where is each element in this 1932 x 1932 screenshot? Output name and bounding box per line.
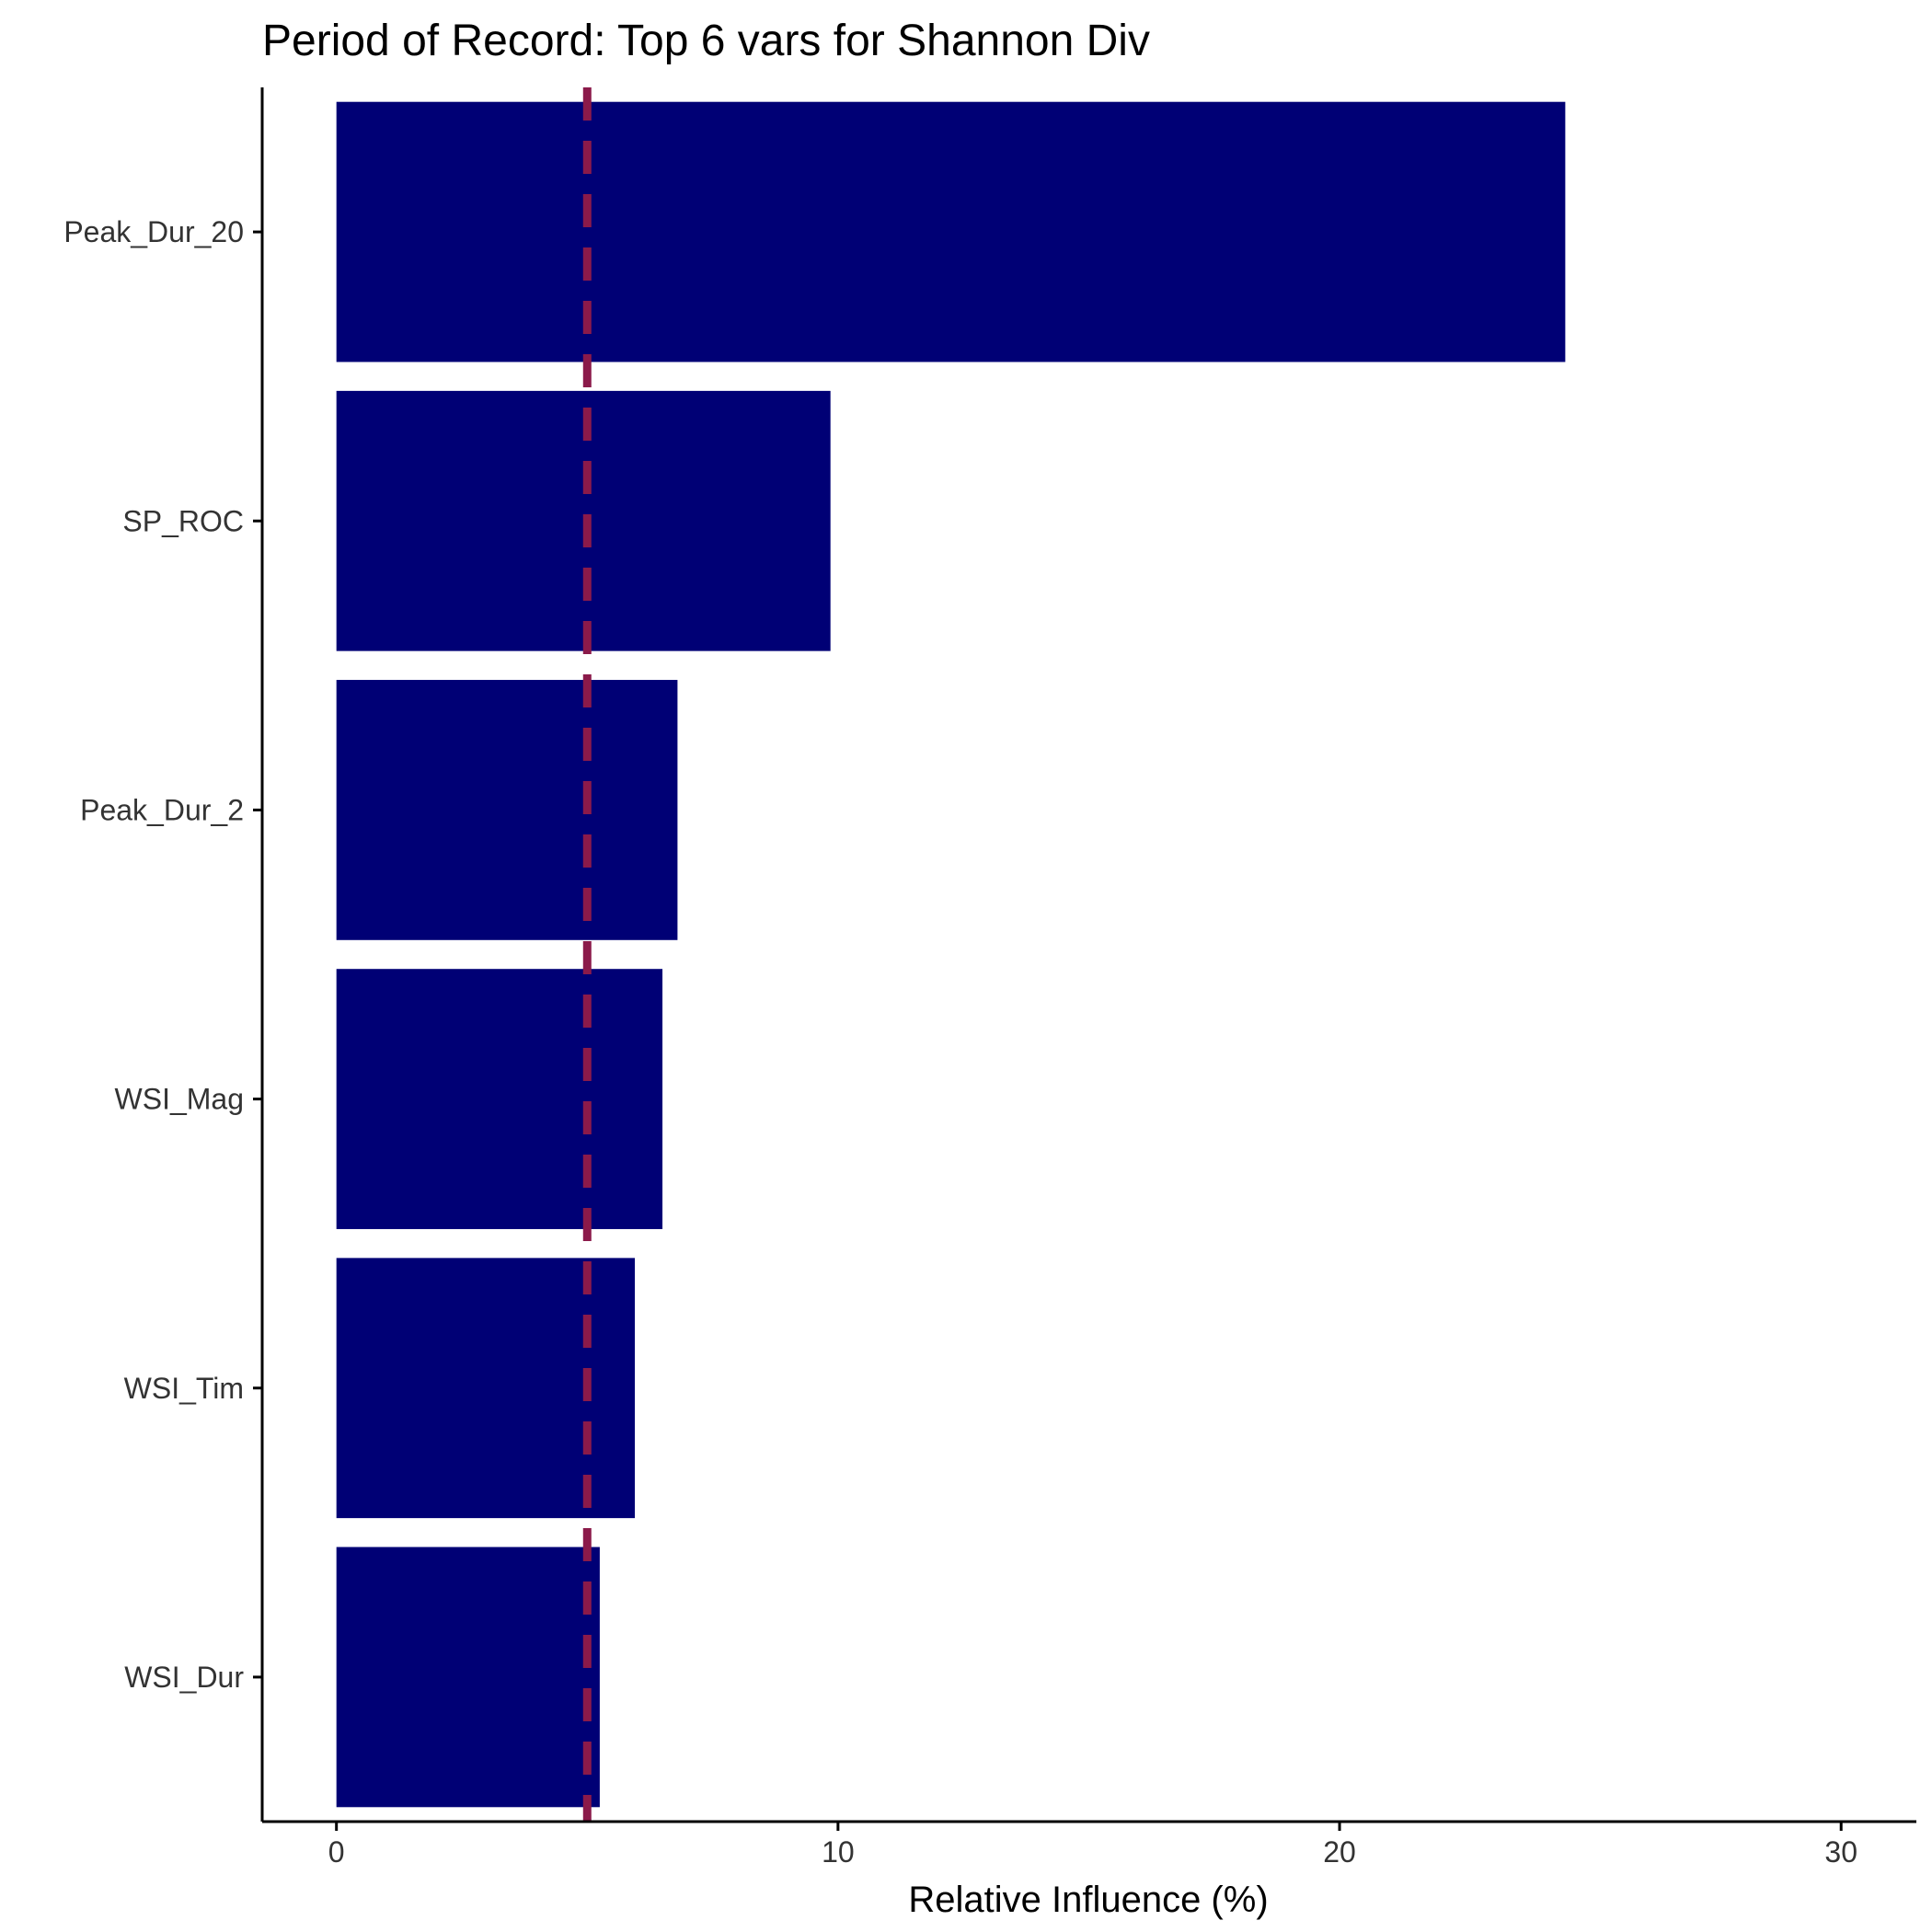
y-tick-label: Peak_Dur_2 [80,793,244,826]
bar [336,680,678,940]
y-tick-label: WSI_Mag [115,1083,244,1116]
x-axis-title: Relative Influence (%) [908,1880,1268,1920]
axes-layer: Peak_Dur_20 SP_ROC Peak_Dur_2 WSI_Mag WSI_Ti… [63,87,1916,1869]
chart-title: Period of Record: Top 6 vars for Shannon… [262,17,1150,65]
x-tick-label: 20 [1323,1835,1356,1869]
x-tick-label: 30 [1824,1835,1857,1869]
bar [336,1547,600,1808]
bars-layer [336,101,1566,1808]
bar [336,969,663,1229]
y-tick-label: WSI_Tim [124,1372,244,1405]
y-tick-label: Peak_Dur_20 [63,215,244,248]
bar [336,101,1566,362]
x-tick-label: 0 [328,1835,345,1869]
x-tick-label: 10 [822,1835,855,1869]
y-tick-label: SP_ROC [122,504,244,537]
y-tick-label: WSI_Dur [124,1661,244,1694]
